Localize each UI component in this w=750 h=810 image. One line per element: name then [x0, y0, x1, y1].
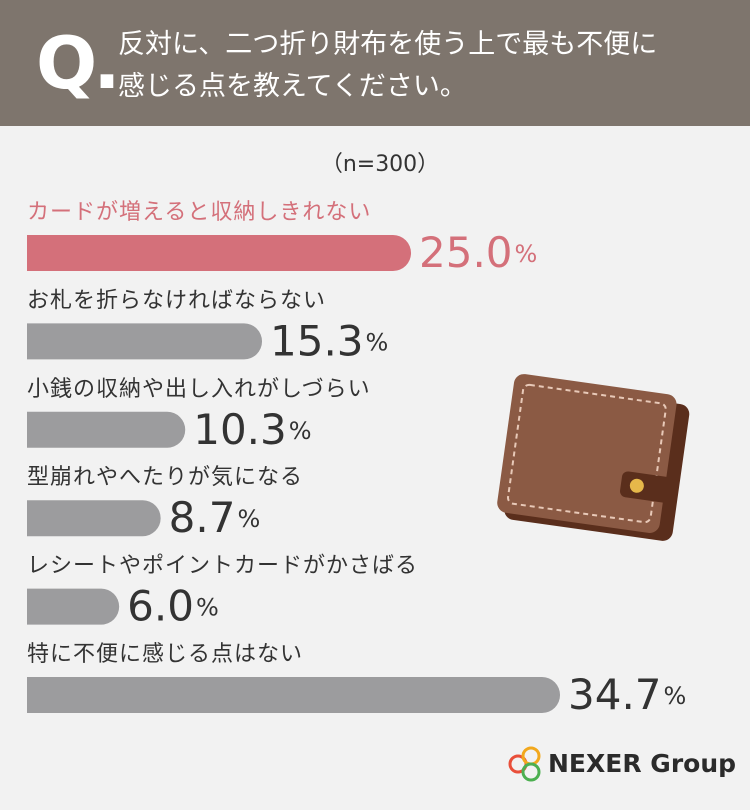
value-label: 15.3% [270, 316, 388, 365]
bar [27, 323, 263, 360]
logo-text: NEXER Group [548, 749, 736, 778]
logo: NEXER Group [508, 746, 736, 782]
value-unit: % [515, 240, 538, 268]
value-label: 34.7% [568, 670, 686, 719]
category-label: レシートやポイントカードがかさばる [27, 554, 418, 579]
category-label: カードが増えると収納しきれない [27, 200, 371, 225]
value-unit: % [196, 594, 219, 622]
bar [27, 500, 161, 537]
value-number: 15.3 [270, 316, 364, 365]
value-unit: % [366, 328, 389, 356]
value-unit: % [664, 682, 687, 710]
category-label: 小銭の収納や出し入れがしづらい [27, 377, 371, 402]
category-label: 型崩れやへたりが気になる [27, 465, 303, 490]
value-number: 8.7 [169, 493, 236, 542]
value-label: 25.0% [419, 228, 537, 277]
value-number: 34.7 [568, 670, 662, 719]
value-number: 10.3 [193, 404, 287, 453]
question-label: Q. [36, 21, 121, 105]
bar [27, 235, 412, 271]
category-label: 特に不便に感じる点はない [27, 642, 303, 667]
wallet-illustration [497, 374, 690, 541]
bar [27, 677, 561, 713]
header: Q. 反対に、二つ折り財布を使う上で最も不便に感じる点を教えてください。 [0, 0, 750, 126]
value-label: 8.7% [169, 493, 261, 542]
bar [27, 411, 186, 448]
value-number: 6.0 [127, 581, 194, 630]
value-unit: % [237, 505, 260, 533]
value-label: 6.0% [127, 581, 219, 630]
bar [27, 588, 120, 625]
category-label: お札を折らなければならない [27, 288, 326, 313]
value-label: 10.3% [193, 404, 311, 453]
subtitle: （n=300） [321, 152, 439, 177]
value-number: 25.0 [419, 228, 513, 277]
value-unit: % [289, 417, 312, 445]
chart-title: 反対に、二つ折り財布を使う上で最も不便に感じる点を教えてください。 [118, 29, 658, 102]
